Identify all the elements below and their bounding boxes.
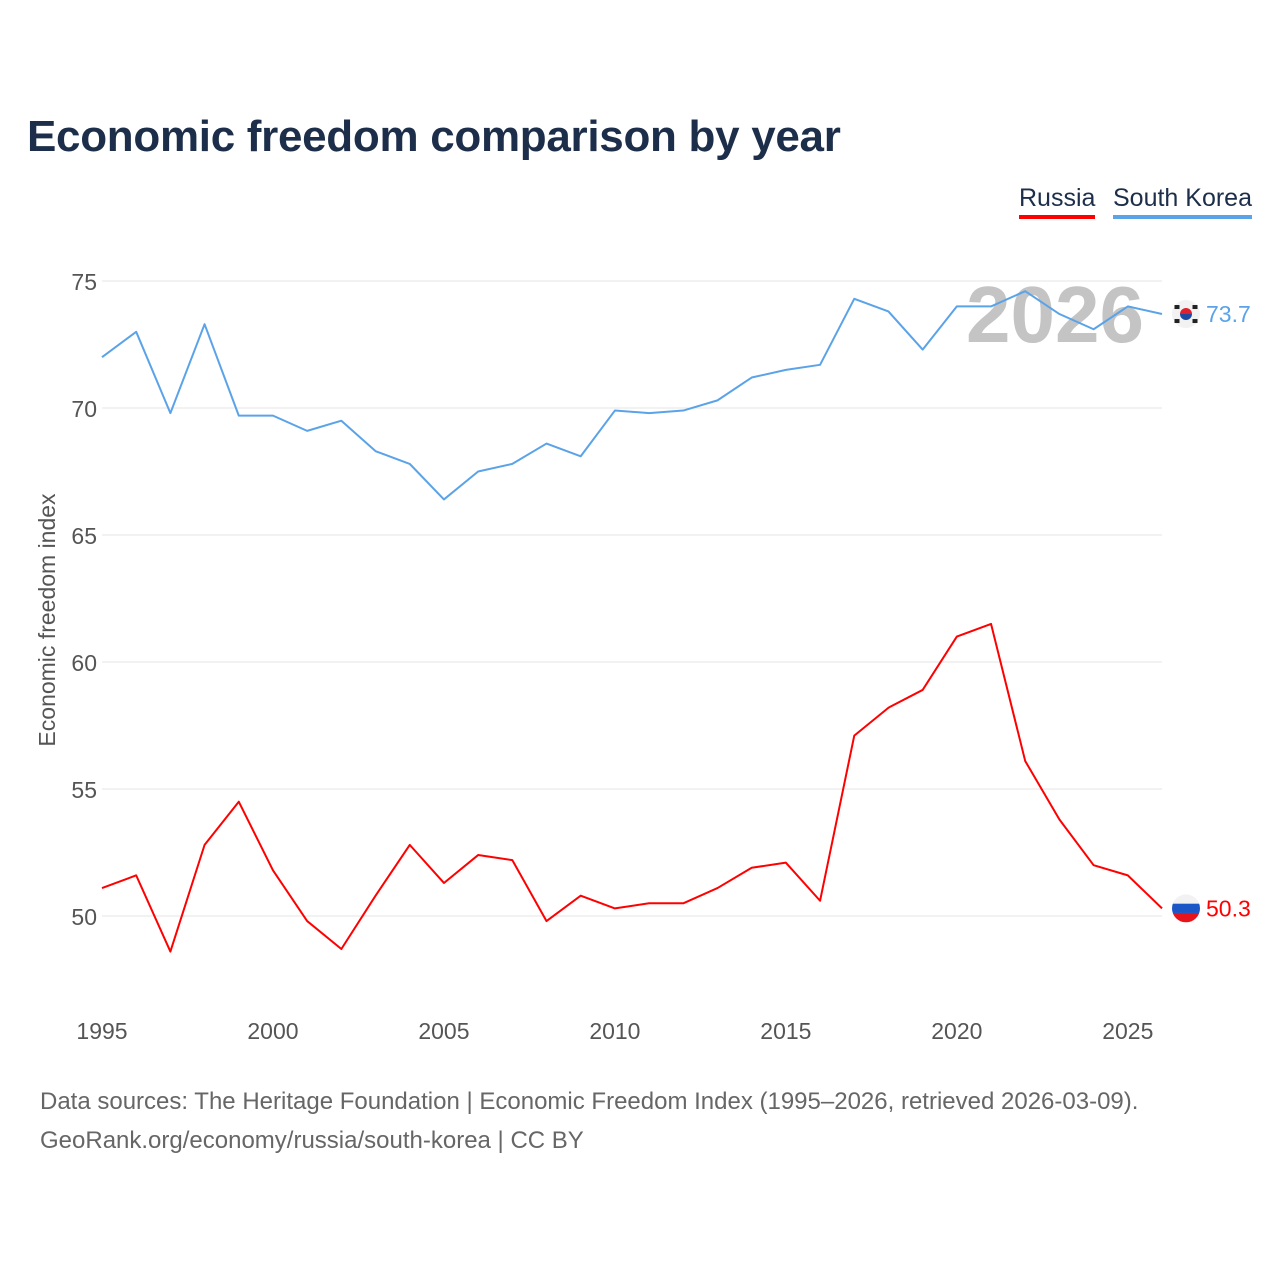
- y-tick-label: 60: [71, 650, 97, 676]
- legend-russia[interactable]: Russia: [1019, 184, 1096, 219]
- series-line-russia[interactable]: [101, 622, 1163, 953]
- x-tick-label: 1995: [76, 1018, 127, 1044]
- y-tick-label: 70: [71, 396, 97, 422]
- x-tick-label: 2000: [247, 1018, 298, 1044]
- y-tick-label: 50: [71, 904, 97, 930]
- y-axis-label: Economic freedom index: [34, 493, 60, 747]
- end-value-label: 50.3: [1206, 895, 1251, 921]
- russia-flag-icon: [1172, 894, 1200, 923]
- y-tick-label: 55: [71, 777, 97, 803]
- x-tick-label: 2005: [418, 1018, 469, 1044]
- chart-title: Economic freedom comparison by year: [27, 112, 841, 161]
- end-value-label: 73.7: [1206, 301, 1251, 327]
- x-tick-label: 2010: [589, 1018, 640, 1044]
- y-tick-label: 65: [71, 523, 97, 549]
- legend-south-korea[interactable]: South Korea: [1113, 184, 1252, 219]
- series-line-south-korea[interactable]: [101, 290, 1163, 501]
- x-tick-label: 2015: [760, 1018, 811, 1044]
- y-tick-label: 75: [71, 269, 97, 295]
- footer-sources: Data sources: The Heritage Foundation | …: [40, 1088, 1139, 1115]
- footer-url: GeoRank.org/economy/russia/south-korea |…: [40, 1127, 584, 1154]
- x-tick-label: 2025: [1102, 1018, 1153, 1044]
- south-korea-flag-icon: [1172, 300, 1200, 329]
- x-tick-label: 2020: [931, 1018, 982, 1044]
